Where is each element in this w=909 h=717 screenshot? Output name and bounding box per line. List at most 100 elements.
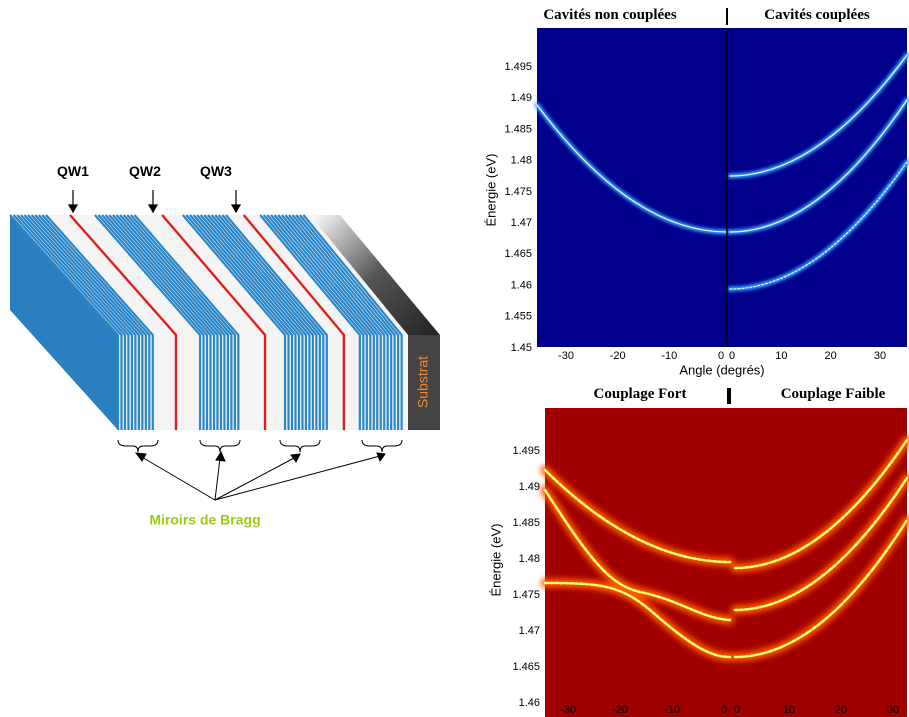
layer bbox=[284, 214, 386, 430]
layer bbox=[19, 214, 130, 430]
qw-label: QW1 bbox=[57, 163, 89, 179]
panel-title: Cavités couplées bbox=[764, 7, 870, 23]
layer bbox=[161, 214, 267, 430]
layer bbox=[214, 214, 318, 430]
layer bbox=[133, 214, 240, 430]
layer bbox=[288, 214, 389, 430]
panel-title: Cavités non couplées bbox=[543, 7, 677, 23]
qw-label: QW3 bbox=[200, 163, 232, 179]
x-tick-label: 0 bbox=[729, 350, 735, 362]
layer bbox=[302, 214, 403, 430]
y-tick-label: 1.465 bbox=[512, 661, 540, 673]
y-tick-label: 1.475 bbox=[512, 589, 540, 601]
layer bbox=[207, 214, 311, 430]
layer bbox=[280, 214, 382, 430]
y-axis-label: Énergie (eV) bbox=[488, 524, 503, 597]
layer bbox=[192, 214, 297, 430]
y-tick-label: 1.47 bbox=[511, 217, 532, 229]
title-separator bbox=[727, 388, 731, 404]
layer bbox=[277, 214, 379, 430]
layer bbox=[199, 214, 304, 430]
layer bbox=[41, 214, 151, 430]
layer bbox=[122, 214, 230, 430]
x-tick-label: -10 bbox=[661, 350, 677, 362]
x-tick-label: 0 bbox=[734, 704, 740, 716]
y-tick-label: 1.455 bbox=[504, 311, 532, 323]
layer bbox=[266, 214, 368, 430]
y-tick-label: 1.49 bbox=[519, 481, 540, 493]
layer bbox=[298, 214, 400, 430]
layer bbox=[94, 214, 202, 430]
y-tick-label: 1.485 bbox=[512, 517, 540, 529]
layer-stack bbox=[9, 214, 440, 430]
y-tick-label: 1.465 bbox=[504, 248, 532, 260]
layer bbox=[189, 214, 294, 430]
x-tick-label: -10 bbox=[664, 704, 680, 716]
x-tick-label: 20 bbox=[835, 704, 847, 716]
y-tick-label: 1.48 bbox=[511, 155, 532, 167]
layer bbox=[273, 214, 375, 430]
layer bbox=[203, 214, 308, 430]
layer bbox=[27, 214, 137, 430]
layer bbox=[181, 214, 287, 430]
layer bbox=[242, 214, 346, 430]
y-axis-label: Énergie (eV) bbox=[483, 154, 498, 227]
layer bbox=[115, 214, 223, 430]
x-tick-label: -30 bbox=[560, 704, 576, 716]
layer bbox=[295, 214, 396, 430]
x-tick-label: -20 bbox=[610, 350, 626, 362]
x-tick-label: -20 bbox=[612, 704, 628, 716]
x-tick-label: 30 bbox=[874, 350, 886, 362]
layer bbox=[12, 214, 123, 430]
layer bbox=[108, 214, 216, 430]
layer bbox=[119, 214, 226, 430]
layer bbox=[101, 214, 209, 430]
layer bbox=[97, 214, 205, 430]
x-tick-label: -30 bbox=[558, 350, 574, 362]
layer bbox=[196, 214, 301, 430]
layer bbox=[37, 214, 147, 430]
layer bbox=[104, 214, 212, 430]
y-tick-label: 1.485 bbox=[504, 123, 532, 135]
top-curves bbox=[534, 52, 909, 292]
y-tick-label: 1.49 bbox=[511, 92, 532, 104]
panel-title: Couplage Fort bbox=[594, 386, 687, 402]
layer bbox=[45, 214, 154, 430]
x-tick-label: 20 bbox=[825, 350, 837, 362]
layer bbox=[210, 214, 314, 430]
layer bbox=[270, 214, 372, 430]
x-axis-label: Angle (degrés) bbox=[679, 362, 764, 377]
layer bbox=[23, 214, 134, 430]
side-face bbox=[10, 215, 118, 430]
layer bbox=[225, 214, 328, 430]
layer bbox=[112, 214, 219, 430]
qw-arrows bbox=[67, 190, 242, 214]
layer bbox=[69, 214, 178, 430]
y-tick-label: 1.495 bbox=[504, 61, 532, 73]
substrate-top bbox=[310, 215, 440, 335]
x-tick-label: 10 bbox=[783, 704, 795, 716]
top-heatmap bbox=[537, 28, 907, 347]
layer bbox=[126, 214, 233, 430]
panel-title: Couplage Faible bbox=[781, 386, 886, 402]
y-tick-label: 1.475 bbox=[504, 186, 532, 198]
layer bbox=[9, 214, 120, 430]
qw-label: QW2 bbox=[129, 163, 161, 179]
substrate-front bbox=[408, 335, 440, 430]
layer bbox=[34, 214, 144, 430]
y-tick-label: 1.48 bbox=[519, 553, 540, 565]
x-tick-label: 10 bbox=[775, 350, 787, 362]
layer bbox=[262, 214, 365, 430]
bottom-curves bbox=[540, 435, 909, 662]
layer bbox=[217, 214, 321, 430]
x-tick-label: 0 bbox=[721, 704, 727, 716]
layer bbox=[221, 214, 325, 430]
layer bbox=[130, 214, 236, 430]
layer bbox=[291, 214, 393, 430]
y-tick-label: 1.45 bbox=[511, 342, 532, 354]
y-tick-label: 1.47 bbox=[519, 625, 540, 637]
x-tick-label: 0 bbox=[718, 350, 724, 362]
layer bbox=[16, 214, 127, 430]
layer bbox=[30, 214, 140, 430]
